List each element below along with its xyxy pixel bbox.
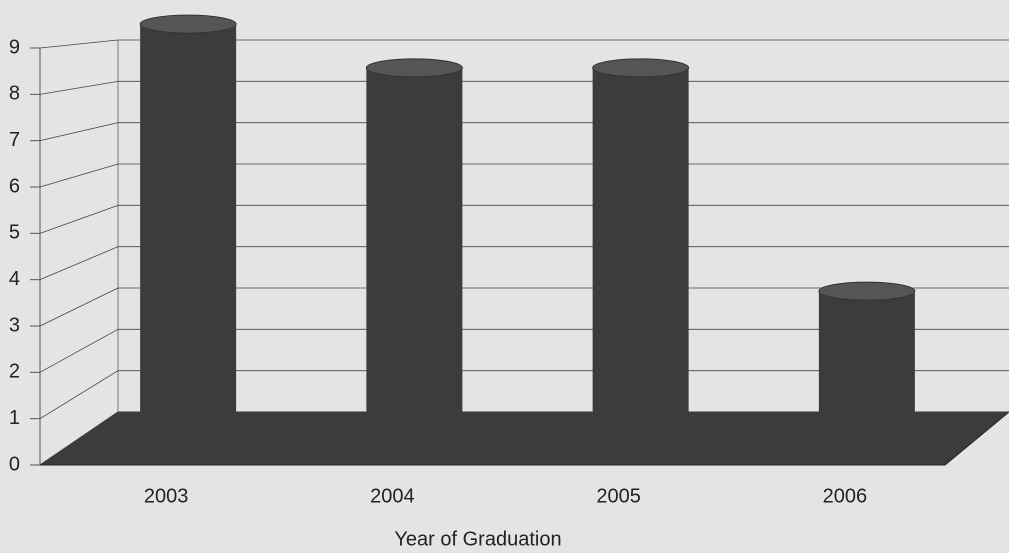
x-axis-title: Year of Graduation [394,528,561,550]
bar [139,14,237,449]
x-tick-label: 2004 [370,485,415,507]
y-tick-label: 4 [9,268,20,290]
bar-base [592,431,689,449]
bar-body [592,67,689,440]
bar-body [818,291,915,440]
grid-line [39,287,119,327]
grid-line [39,80,119,95]
bar [818,281,916,449]
grid-line [39,204,119,234]
grid-line [39,328,119,373]
bar-base [818,431,915,449]
grid-line [39,411,119,466]
y-tick-label: 1 [9,407,20,429]
bar-top [818,281,916,301]
bar-top [592,58,690,78]
x-tick-label: 2006 [823,485,868,507]
grid-line [39,122,119,142]
bar-body [366,67,463,440]
y-tick-label: 9 [9,36,20,58]
bar [365,58,463,449]
x-tick-label: 2005 [596,485,641,507]
bar-top [139,14,237,34]
y-tick-label: 7 [9,129,20,151]
bar-body [140,24,237,440]
y-tick-label: 3 [9,314,20,336]
y-tick-label: 8 [9,83,20,105]
grid-line [39,246,119,281]
grid-line [39,163,119,188]
bar-base [140,431,237,449]
bar-base [366,431,463,449]
y-tick-label: 0 [9,453,20,475]
grid-line [39,370,119,420]
y-tick-label: 2 [9,361,20,383]
y-tick-label: 6 [9,175,20,197]
grid-line [39,39,119,49]
bar [592,58,690,449]
bar-top [365,58,463,78]
x-tick-label: 2003 [144,485,189,507]
y-tick-label: 5 [9,222,20,244]
